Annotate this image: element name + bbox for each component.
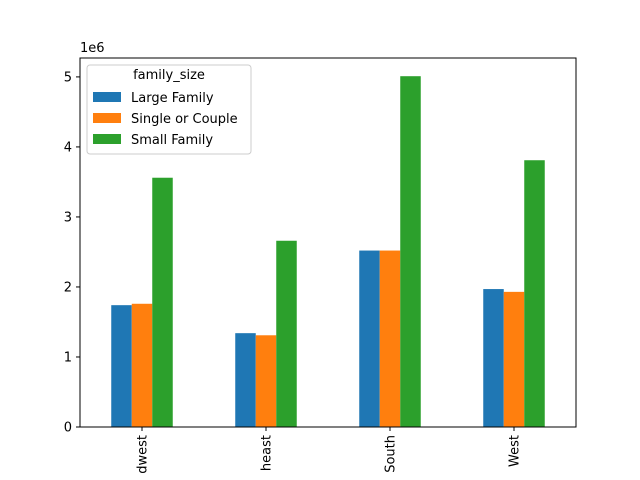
legend-swatch xyxy=(93,92,121,102)
plot-frame xyxy=(79,57,577,428)
legend-swatch xyxy=(93,134,121,144)
bar-single-or-couple-west xyxy=(503,291,525,427)
bar-large-family-northeast xyxy=(235,333,256,427)
legend-label: Small Family xyxy=(131,133,213,148)
x-axis: dwest heast South West xyxy=(136,427,523,474)
bar-small-family-northeast xyxy=(276,240,297,427)
x-tick-label: heast xyxy=(260,435,275,471)
y-tick-label: 1 xyxy=(64,350,72,365)
x-tick-label: dwest xyxy=(136,435,151,474)
x-tick-label: West xyxy=(508,435,523,467)
y-tick-label: 5 xyxy=(64,70,72,85)
legend-label: Single or Couple xyxy=(131,112,238,127)
bar-large-family-west xyxy=(483,289,504,427)
y-tick-label: 3 xyxy=(64,210,72,225)
y-scale-label: 1e6 xyxy=(80,41,105,56)
bar-large-family-south xyxy=(359,250,380,427)
bar-single-or-couple-midwest xyxy=(131,303,153,427)
bar-large-family-midwest xyxy=(111,305,132,427)
bar-small-family-west xyxy=(524,160,545,428)
bars-group xyxy=(111,76,545,428)
y-tick-label: 0 xyxy=(64,421,72,436)
bar-single-or-couple-northeast xyxy=(255,335,277,427)
bar-small-family-south xyxy=(400,76,421,427)
bar-small-family-midwest xyxy=(152,177,173,427)
y-axis: 0 1 2 3 4 5 xyxy=(64,70,80,436)
legend-swatch xyxy=(93,113,121,123)
y-tick-label: 2 xyxy=(64,280,72,295)
legend: family_size Large Family Single or Couple S… xyxy=(86,64,252,155)
x-tick-label: South xyxy=(384,435,399,473)
y-tick-label: 4 xyxy=(64,140,72,155)
legend-label: Large Family xyxy=(131,91,214,106)
bar-single-or-couple-south xyxy=(379,250,401,427)
legend-title: family_size xyxy=(133,68,205,83)
legend-box xyxy=(86,64,252,155)
